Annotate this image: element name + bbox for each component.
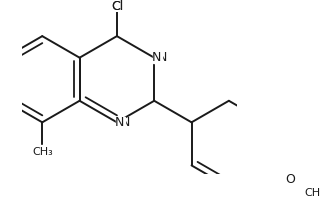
Text: N: N — [120, 116, 130, 129]
Bar — [153, 52, 162, 63]
Text: N: N — [157, 51, 167, 64]
Bar — [34, 145, 52, 154]
Bar — [305, 189, 320, 198]
Text: CH₃: CH₃ — [304, 188, 320, 198]
Text: N: N — [152, 51, 162, 64]
Text: N: N — [115, 116, 124, 129]
Bar — [287, 175, 294, 185]
Text: O: O — [285, 173, 295, 186]
Text: Cl: Cl — [111, 0, 123, 13]
Bar — [116, 117, 125, 128]
Text: CH₃: CH₃ — [32, 147, 52, 157]
Bar — [111, 0, 123, 9]
Text: Cl: Cl — [111, 0, 123, 13]
